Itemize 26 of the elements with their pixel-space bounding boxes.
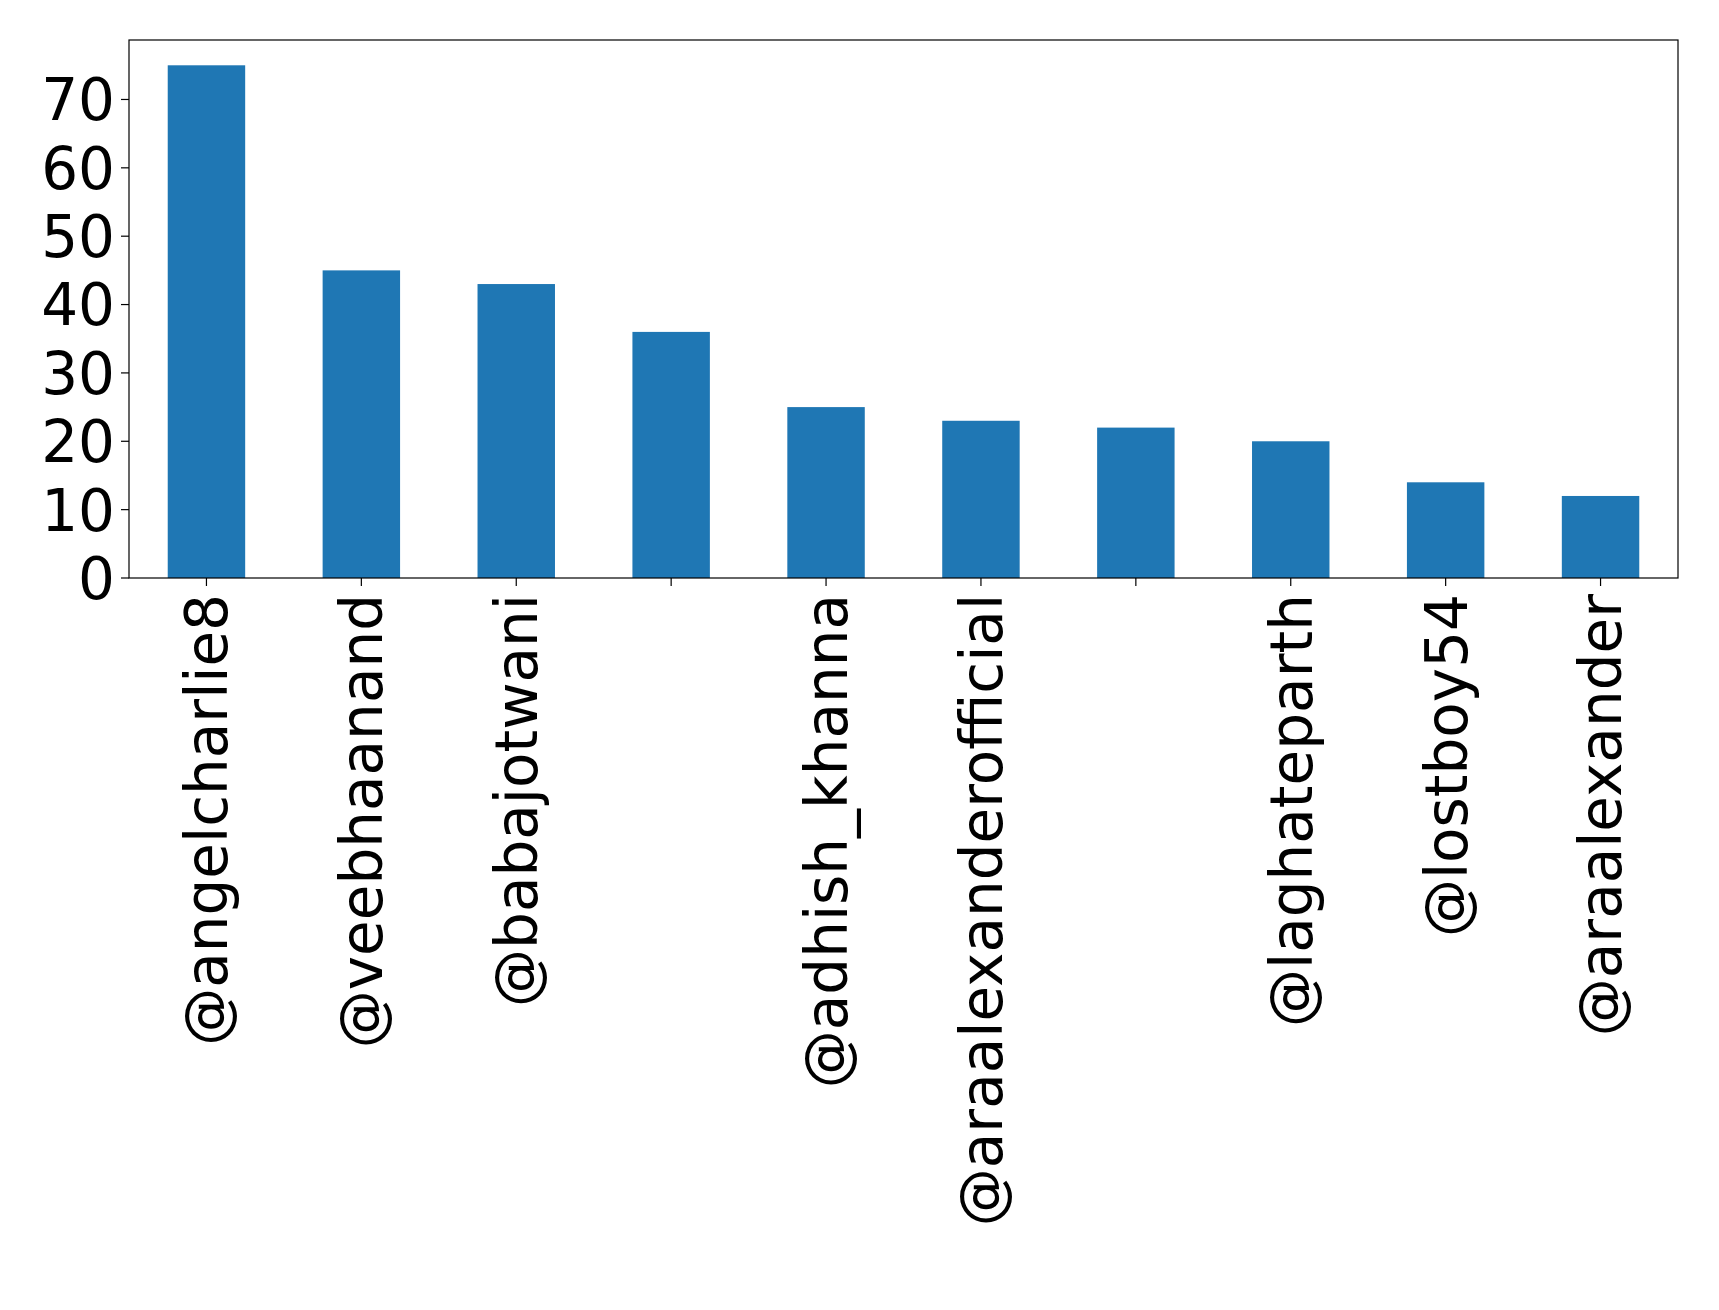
bar <box>1097 427 1175 578</box>
y-tick-label: 10 <box>41 476 115 545</box>
y-tick-label: 20 <box>41 408 115 477</box>
bar <box>1561 495 1640 578</box>
bar <box>1252 441 1330 578</box>
bar <box>942 420 1020 578</box>
x-tick-label: @babajotwani <box>483 594 552 1007</box>
y-tick-label: 30 <box>41 339 115 408</box>
y-tick-label: 40 <box>41 271 115 340</box>
x-tick-label: @adhish_khanna <box>792 594 861 1089</box>
x-tick-label: @veebhaanand <box>328 594 397 1049</box>
x-tick-label: @angelcharlie8 <box>173 594 242 1046</box>
x-tick-label: @araalexander <box>1567 593 1636 1037</box>
bar <box>632 331 710 578</box>
bar <box>1406 482 1485 578</box>
y-tick-label: 0 <box>78 544 115 613</box>
y-tick-label: 50 <box>41 203 115 272</box>
x-tick-label: @araalexanderofficial <box>947 594 1016 1227</box>
y-tick-label: 60 <box>41 134 115 203</box>
bar <box>787 407 865 578</box>
bar <box>167 65 246 578</box>
y-tick-label: 70 <box>41 66 115 135</box>
x-tick-label: @laghateparth <box>1257 594 1326 1027</box>
bar <box>322 270 401 578</box>
bar <box>477 284 555 578</box>
x-tick-label: @lostboy54 <box>1412 594 1481 937</box>
